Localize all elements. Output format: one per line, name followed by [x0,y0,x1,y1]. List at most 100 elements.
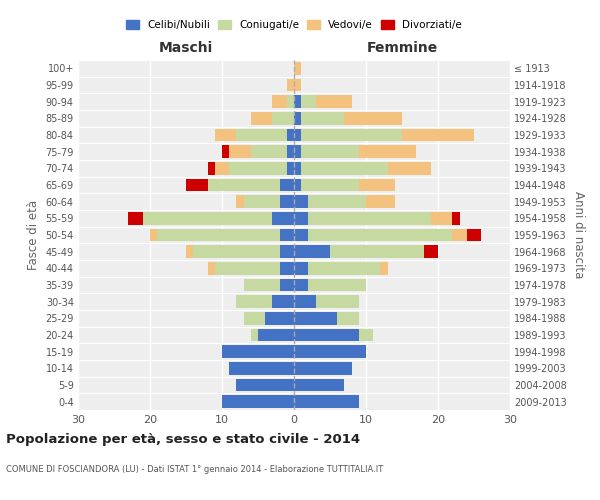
Bar [272,212,294,224]
Bar [294,296,316,308]
Bar [316,296,359,308]
Bar [222,146,229,158]
Bar [294,396,359,408]
Bar [330,246,424,258]
Bar [244,279,280,291]
Bar [229,146,251,158]
Bar [452,229,467,241]
Bar [272,96,287,108]
Bar [150,229,157,241]
Bar [294,196,308,208]
Bar [280,196,294,208]
Bar [308,229,452,241]
Bar [208,262,215,274]
Bar [301,129,402,141]
Bar [316,96,352,108]
Bar [287,79,294,92]
Bar [294,246,330,258]
Bar [208,162,215,174]
Bar [287,162,294,174]
Bar [308,262,380,274]
Bar [301,146,359,158]
Bar [272,112,294,124]
Bar [294,379,344,391]
Bar [359,179,395,192]
Bar [215,162,229,174]
Bar [280,229,294,241]
Bar [402,129,474,141]
Bar [294,362,352,374]
Bar [431,212,452,224]
Bar [229,362,294,374]
Bar [193,246,280,258]
Text: COMUNE DI FOSCIANDORA (LU) - Dati ISTAT 1° gennaio 2014 - Elaborazione TUTTITALI: COMUNE DI FOSCIANDORA (LU) - Dati ISTAT … [6,466,383,474]
Bar [251,112,272,124]
Bar [128,212,143,224]
Bar [280,246,294,258]
Bar [229,162,287,174]
Bar [308,196,366,208]
Bar [265,312,294,324]
Bar [244,312,265,324]
Bar [294,79,301,92]
Bar [301,96,316,108]
Bar [294,329,359,341]
Bar [215,129,236,141]
Bar [294,312,337,324]
Bar [359,146,416,158]
Bar [424,246,438,258]
Bar [452,212,460,224]
Y-axis label: Fasce di età: Fasce di età [27,200,40,270]
Bar [366,196,395,208]
Bar [244,196,280,208]
Bar [294,212,308,224]
Bar [287,129,294,141]
Bar [236,129,287,141]
Bar [208,179,280,192]
Bar [222,346,294,358]
Bar [344,112,402,124]
Text: Femmine: Femmine [367,41,437,55]
Bar [236,379,294,391]
Bar [294,262,308,274]
Bar [308,212,431,224]
Bar [236,296,272,308]
Bar [186,179,208,192]
Bar [294,162,301,174]
Bar [186,246,193,258]
Text: Maschi: Maschi [159,41,213,55]
Bar [294,146,301,158]
Bar [294,229,308,241]
Bar [294,62,301,74]
Legend: Celibi/Nubili, Coniugati/e, Vedovi/e, Divorziati/e: Celibi/Nubili, Coniugati/e, Vedovi/e, Di… [126,20,462,30]
Bar [380,262,388,274]
Bar [272,296,294,308]
Bar [287,96,294,108]
Bar [215,262,280,274]
Bar [337,312,359,324]
Bar [236,196,244,208]
Bar [251,329,258,341]
Bar [258,329,294,341]
Bar [301,179,359,192]
Bar [222,396,294,408]
Bar [287,146,294,158]
Bar [294,179,301,192]
Bar [251,146,287,158]
Bar [294,112,301,124]
Bar [294,96,301,108]
Bar [301,162,388,174]
Bar [294,279,308,291]
Bar [308,279,366,291]
Bar [280,179,294,192]
Bar [294,129,301,141]
Bar [467,229,481,241]
Text: Popolazione per età, sesso e stato civile - 2014: Popolazione per età, sesso e stato civil… [6,432,360,446]
Bar [294,346,366,358]
Bar [301,112,344,124]
Bar [388,162,431,174]
Bar [280,279,294,291]
Bar [157,229,280,241]
Bar [359,329,373,341]
Bar [280,262,294,274]
